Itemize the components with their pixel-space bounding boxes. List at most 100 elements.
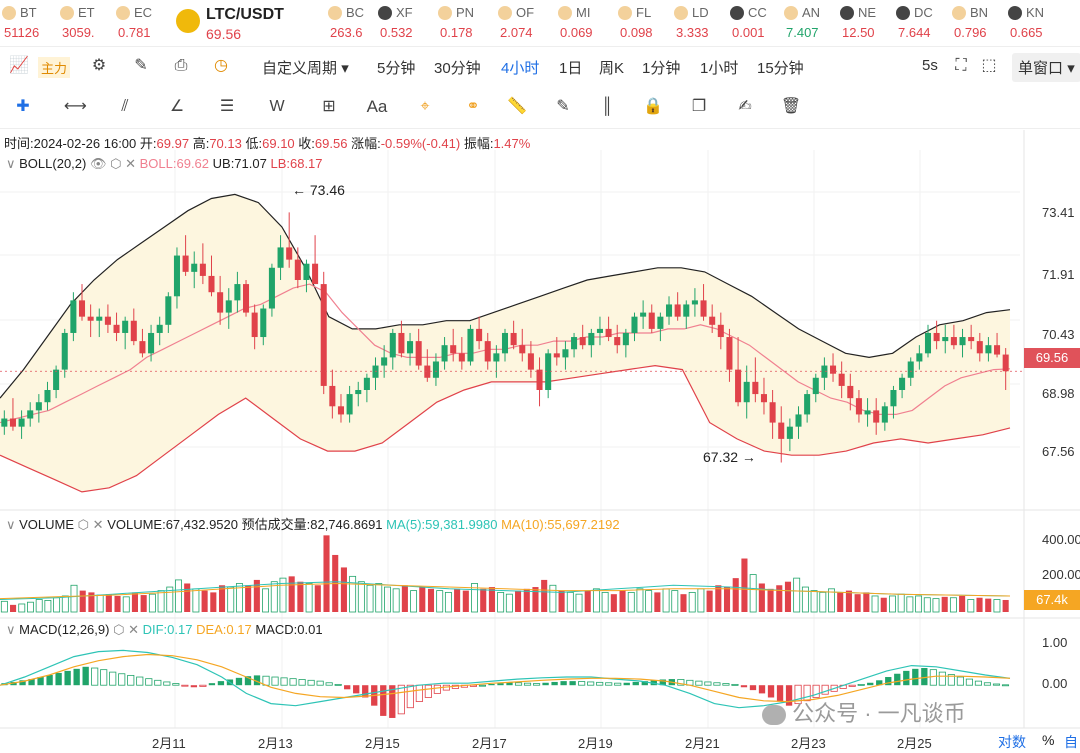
- ticker-item-ec[interactable]: EC 0.781: [114, 3, 170, 43]
- brush-icon[interactable]: ✎: [556, 98, 570, 115]
- close-icon[interactable]: ✕: [128, 622, 139, 637]
- volume-estimate: 预估成交量:82,746.8691: [241, 517, 383, 532]
- measure-icon[interactable]: ⊞: [322, 98, 336, 115]
- angle-icon[interactable]: ∠: [169, 98, 185, 115]
- candle-body: [441, 345, 448, 362]
- macd-histogram-bar: [118, 673, 126, 686]
- parallel-lines-icon[interactable]: ⫽: [121, 98, 129, 115]
- custom-period-dropdown[interactable]: 自定义周期 ▾: [262, 57, 349, 78]
- ticker-item-bc[interactable]: BC 263.6: [326, 3, 382, 43]
- main-indicator-button[interactable]: 主力: [38, 57, 71, 78]
- magnet-icon[interactable]: ⌖: [420, 98, 430, 115]
- volume-bar: [767, 588, 774, 612]
- clock-icon[interactable]: ◷: [214, 57, 228, 74]
- candle-body: [450, 345, 457, 354]
- collapse-icon[interactable]: ∨: [6, 156, 16, 171]
- fib-levels-icon[interactable]: ☰: [219, 98, 235, 115]
- ticker-item-bt[interactable]: BT 51126: [0, 3, 56, 43]
- ticker-item-dc[interactable]: DC 7.644: [894, 3, 950, 43]
- macd-histogram-bar: [894, 673, 901, 686]
- candle-body: [778, 422, 785, 439]
- candle-body: [467, 328, 474, 362]
- eye-icon[interactable]: 👁: [89, 156, 107, 171]
- ticker-item-mi[interactable]: MI 0.069: [556, 3, 612, 43]
- macd-histogram-bar: [921, 668, 928, 686]
- window-layout-dropdown[interactable]: 单窗口 ▾: [1012, 53, 1080, 82]
- ticker-symbol: FL: [636, 5, 652, 20]
- ticker-item-kn[interactable]: KN 0.665: [1006, 3, 1062, 43]
- add-chart-icon[interactable]: ⬚: [981, 57, 997, 74]
- macd-histogram-bar: [785, 685, 793, 706]
- wave-icon[interactable]: W: [269, 98, 285, 115]
- period-1[interactable]: 30分钟: [434, 60, 481, 77]
- period-0[interactable]: 5分钟: [377, 60, 416, 77]
- collapse-icon[interactable]: ∨: [6, 517, 16, 532]
- candle-body: [812, 377, 819, 395]
- x-coin-icon: [896, 6, 910, 20]
- refresh-interval[interactable]: 5s: [922, 57, 938, 74]
- close-icon[interactable]: ✕: [92, 517, 104, 532]
- period-5[interactable]: 1分钟: [642, 60, 681, 77]
- ticker-price: 7.644: [898, 25, 931, 40]
- ticker-price: 0.781: [118, 25, 151, 40]
- delete-icon[interactable]: 🗑: [780, 98, 802, 115]
- candle-body: [312, 263, 319, 285]
- percent-scale-button[interactable]: %: [1042, 732, 1055, 748]
- ticker-item-active[interactable]: LTC/USDT 69.56: [172, 3, 312, 43]
- date-axis-tick: 2月23: [791, 736, 826, 751]
- ticker-symbol: BC: [346, 5, 365, 20]
- ticker-symbol: XF: [396, 5, 413, 20]
- ticker-item-ld[interactable]: LD 3.333: [672, 3, 728, 43]
- close-icon[interactable]: ✕: [125, 156, 136, 171]
- crosshair-icon[interactable]: ✚: [16, 98, 30, 115]
- macd-histogram-bar: [551, 681, 558, 686]
- settings-icon[interactable]: ⬡: [110, 156, 122, 171]
- ticker-item-of[interactable]: OF 2.074: [496, 3, 552, 43]
- lock-icon[interactable]: 🔒: [643, 98, 663, 115]
- candle-body: [726, 337, 733, 370]
- edit-icon[interactable]: ✍: [738, 98, 752, 115]
- pen-icon[interactable]: ✎: [134, 57, 148, 74]
- log-scale-button[interactable]: 对数: [998, 734, 1026, 750]
- macd-histogram-bar: [127, 674, 135, 686]
- settings-icon[interactable]: ⬡: [77, 517, 90, 532]
- chevron-down-icon: ▾: [341, 60, 349, 77]
- horizontal-line-icon[interactable]: ⟷: [64, 98, 87, 115]
- period-2[interactable]: 4小时: [501, 60, 540, 77]
- copy-icon[interactable]: ❐: [691, 98, 707, 115]
- auto-scale-button[interactable]: 自: [1064, 734, 1078, 750]
- candle-body: [830, 365, 837, 374]
- period-7[interactable]: 15分钟: [757, 60, 804, 77]
- text-tool-icon[interactable]: Aa: [366, 97, 388, 116]
- period-3[interactable]: 1日: [559, 60, 583, 77]
- volume-tag: 67.4k: [1024, 590, 1080, 610]
- volume-bar: [210, 592, 217, 612]
- ticker-item-xf[interactable]: XF 0.532: [376, 3, 432, 43]
- chart-type-icon[interactable]: 📈: [9, 57, 29, 74]
- candle-body: [381, 357, 388, 366]
- volume-bar: [357, 581, 365, 613]
- candle-style-icon[interactable]: ║: [601, 98, 613, 115]
- macd-histogram-bar: [848, 684, 856, 687]
- fullscreen-icon[interactable]: ⛶: [955, 57, 967, 74]
- print-icon[interactable]: ⎙: [174, 57, 188, 74]
- ticker-item-an[interactable]: AN 7.407: [782, 3, 838, 43]
- settings-icon[interactable]: ⚙: [91, 57, 107, 74]
- candle-body: [268, 267, 275, 309]
- ticker-item-bn[interactable]: BN 0.796: [950, 3, 1006, 43]
- time-label: 时间:: [4, 136, 34, 151]
- period-6[interactable]: 1小时: [700, 60, 739, 77]
- link-icon[interactable]: ⚭: [466, 98, 480, 115]
- settings-icon[interactable]: ⬡: [113, 622, 125, 637]
- period-4[interactable]: 周K: [599, 60, 625, 77]
- ticker-item-ne[interactable]: NE 12.50: [838, 3, 894, 43]
- ticker-item-cc[interactable]: CC 0.001: [728, 3, 784, 43]
- ticker-item-fl[interactable]: FL 0.098: [616, 3, 672, 43]
- candle-body: [346, 394, 353, 415]
- collapse-icon[interactable]: ∨: [6, 622, 16, 637]
- macd-histogram-bar: [740, 685, 748, 688]
- ruler-icon[interactable]: 📏: [507, 98, 527, 115]
- ticker-item-pn[interactable]: PN 0.178: [436, 3, 492, 43]
- ticker-item-et[interactable]: ET 3059.: [58, 3, 114, 43]
